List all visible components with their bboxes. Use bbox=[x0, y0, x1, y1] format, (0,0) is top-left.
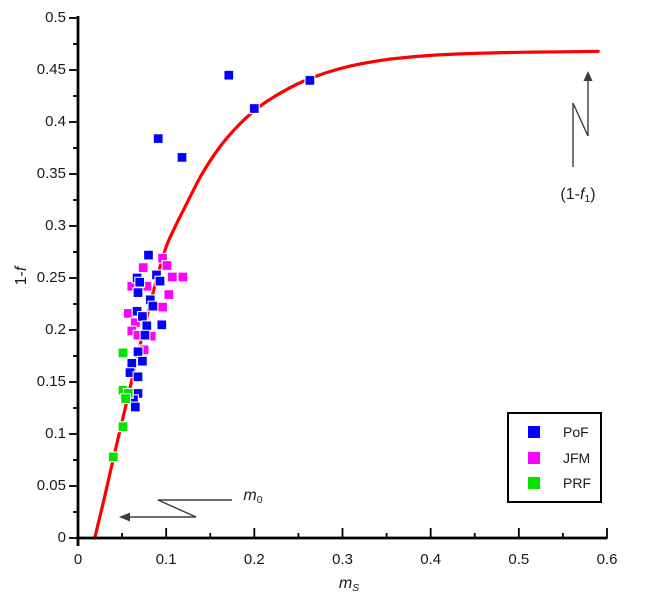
legend: PoF JFM PRF bbox=[507, 412, 602, 503]
data-point-pof bbox=[156, 319, 168, 331]
y-tick-label: 0.5 bbox=[45, 9, 66, 26]
y-tick-label: 0.4 bbox=[45, 113, 66, 130]
data-point-prf bbox=[107, 451, 119, 463]
data-point-pof bbox=[129, 401, 141, 413]
x-tick-label: 0.6 bbox=[596, 551, 618, 568]
text-part: m bbox=[338, 575, 353, 592]
text-part: ) bbox=[590, 186, 596, 203]
asymptote-annotation-line bbox=[572, 79, 589, 167]
data-point-pof bbox=[132, 346, 144, 358]
legend-item-jfm: JFM bbox=[528, 450, 600, 466]
data-point-pof bbox=[143, 249, 154, 261]
data-point-pof bbox=[154, 275, 166, 287]
legend-label-jfm: JFM bbox=[563, 449, 591, 466]
legend-swatch-jfm-icon bbox=[528, 451, 540, 464]
m0-annotation-label: m0 bbox=[193, 487, 313, 506]
x-tick-label: 0.1 bbox=[155, 551, 177, 568]
data-point-pof bbox=[152, 133, 164, 145]
data-point-pof bbox=[223, 69, 235, 81]
legend-label-pof: PoF bbox=[563, 423, 589, 440]
asymptote-annotation-label: (1-f1) bbox=[518, 186, 638, 205]
text-part: (1- bbox=[560, 186, 580, 203]
y-tick-label: 0.05 bbox=[36, 477, 66, 494]
x-axis-title: mS bbox=[309, 575, 389, 594]
data-point-pof bbox=[134, 276, 146, 288]
x-tick-label: 0.5 bbox=[508, 551, 530, 568]
text-part: S bbox=[352, 581, 360, 594]
data-point-jfm bbox=[177, 271, 189, 283]
data-point-jfm bbox=[137, 262, 149, 274]
y-tick-label: 0.25 bbox=[36, 269, 66, 286]
text-part: f bbox=[579, 186, 585, 203]
y-tick-label: 0.35 bbox=[36, 165, 66, 182]
legend-swatch-pof-icon bbox=[528, 425, 540, 438]
y-tick-label: 0.3 bbox=[45, 217, 66, 234]
y-tick-label: 0 bbox=[57, 529, 66, 546]
legend-swatch-prf-icon bbox=[528, 477, 540, 490]
data-point-pof bbox=[132, 371, 144, 383]
x-tick-label: 0.4 bbox=[420, 551, 442, 568]
data-point-jfm bbox=[157, 301, 169, 313]
data-point-pof bbox=[176, 151, 188, 163]
data-point-pof bbox=[126, 357, 138, 369]
x-tick-label: 0.2 bbox=[243, 551, 265, 568]
data-point-prf bbox=[117, 421, 129, 433]
text-part: m bbox=[243, 487, 257, 504]
data-point-prf bbox=[117, 347, 129, 359]
data-point-jfm bbox=[163, 289, 175, 301]
y-tick-label: 0.45 bbox=[36, 61, 66, 78]
legend-item-pof: PoF bbox=[528, 424, 600, 440]
data-point-pof bbox=[132, 287, 144, 299]
data-point-pof bbox=[139, 329, 151, 341]
text-part: 1 bbox=[584, 192, 591, 205]
x-tick-label: 0.3 bbox=[332, 551, 353, 568]
m0-annotation-line bbox=[128, 499, 232, 518]
m0-annotation-arrowhead-icon bbox=[119, 512, 130, 522]
x-tick-label: 0 bbox=[73, 551, 83, 568]
legend-item-prf: PRF bbox=[528, 475, 600, 491]
fit-curve bbox=[93, 49, 600, 540]
data-point-pof bbox=[147, 300, 159, 312]
data-point-pof bbox=[141, 320, 153, 332]
data-point-pof bbox=[304, 74, 316, 86]
text-part: 0 bbox=[256, 493, 263, 506]
data-point-jfm bbox=[161, 260, 173, 271]
y-tick-label: 0.1 bbox=[45, 425, 66, 442]
data-point-pof bbox=[248, 103, 260, 114]
y-tick-label: 0.15 bbox=[36, 373, 66, 390]
data-point-pof bbox=[136, 311, 148, 322]
y-tick-label: 0.2 bbox=[45, 321, 66, 338]
data-point-pof bbox=[136, 355, 148, 367]
data-point-prf bbox=[120, 393, 132, 405]
asymptote-annotation-arrowhead-icon bbox=[583, 71, 593, 81]
data-point-jfm bbox=[166, 271, 178, 283]
legend-label-prf: PRF bbox=[563, 475, 591, 492]
